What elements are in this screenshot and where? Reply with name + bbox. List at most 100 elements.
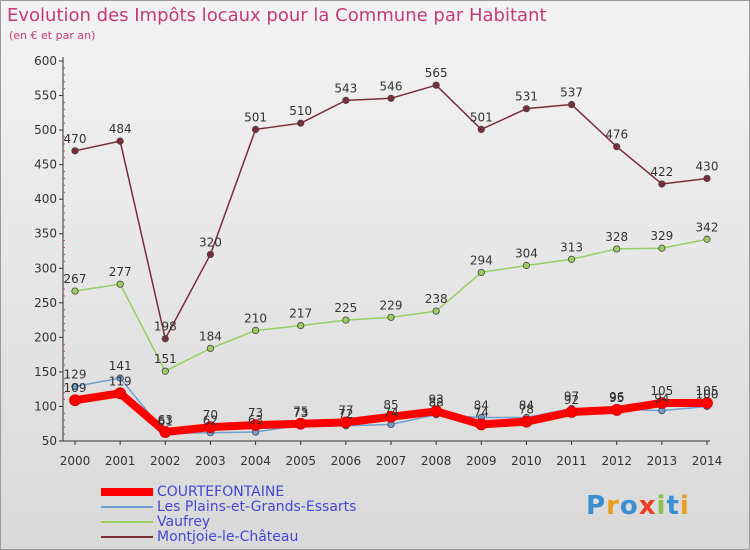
data-point [658, 180, 666, 188]
data-label: 565 [425, 66, 448, 80]
x-tick-label: 2009 [466, 454, 497, 468]
legend-label: Vaufrey [157, 514, 211, 530]
data-point [294, 417, 307, 430]
data-point [114, 387, 127, 400]
data-point [116, 137, 124, 145]
data-label: 501 [244, 110, 267, 124]
data-label: 88 [429, 396, 444, 410]
data-label: 328 [605, 230, 628, 244]
x-tick-label: 2000 [60, 454, 91, 468]
legend-swatch [101, 488, 153, 496]
data-point [159, 426, 172, 438]
data-label: 73 [293, 406, 308, 420]
data-point [432, 307, 440, 315]
legend-label: Montjoie-le-Château [157, 529, 299, 545]
y-tick-label: 550 [34, 89, 57, 103]
data-label: 229 [380, 298, 403, 312]
data-label: 476 [605, 128, 628, 142]
x-tick-label: 2007 [376, 454, 407, 468]
data-point [477, 125, 485, 133]
data-label: 141 [109, 359, 132, 373]
data-point [703, 174, 711, 183]
logo-letter: o [619, 491, 639, 521]
data-label: 84 [519, 399, 534, 413]
data-label: 95 [609, 391, 624, 405]
data-point [251, 125, 260, 133]
x-tick-label: 2013 [647, 454, 678, 468]
data-label: 100 [696, 387, 719, 401]
data-label: 94 [654, 392, 669, 406]
x-tick-label: 2010 [511, 454, 542, 468]
data-point [342, 96, 350, 104]
data-label: 304 [515, 247, 538, 261]
data-point [567, 255, 576, 263]
data-point [69, 394, 81, 407]
x-tick-label: 2003 [195, 454, 226, 468]
data-point [613, 143, 621, 151]
data-point [703, 235, 711, 243]
y-tick-label: 350 [34, 227, 57, 241]
data-label: 342 [696, 220, 719, 234]
data-label: 531 [515, 90, 538, 104]
legend-swatch [101, 506, 153, 508]
data-point [655, 397, 668, 409]
logo-letter: t [666, 491, 680, 521]
data-label: 77 [338, 403, 353, 417]
chart-title: Evolution des Impôts locaux pour la Comm… [7, 5, 547, 26]
logo-letter: r [606, 491, 620, 521]
logo-letter: x [638, 491, 657, 521]
data-point [116, 374, 124, 382]
data-point [297, 322, 305, 330]
data-label: 184 [199, 329, 222, 343]
data-label: 501 [470, 110, 493, 124]
data-label: 63 [158, 413, 173, 427]
x-tick-label: 2008 [421, 454, 452, 468]
data-point [249, 419, 262, 432]
data-label: 320 [199, 235, 222, 249]
legend-label: COURTEFONTAINE [157, 484, 285, 500]
data-label: 217 [289, 307, 312, 321]
x-tick-label: 2012 [601, 454, 632, 468]
x-tick-label: 2001 [105, 454, 136, 468]
data-label: 210 [244, 311, 267, 325]
data-point [206, 250, 215, 259]
data-point [161, 367, 169, 375]
data-point [701, 397, 713, 409]
chart-subtitle: (en € et par an) [9, 29, 96, 42]
data-label: 470 [64, 132, 87, 146]
logo-letter: i [679, 491, 690, 521]
y-tick-label: 150 [34, 365, 57, 379]
data-label: 97 [564, 390, 579, 404]
data-point [565, 406, 578, 418]
data-point [251, 326, 260, 335]
data-label: 225 [334, 301, 357, 315]
data-label: 78 [519, 403, 534, 417]
data-point [430, 405, 443, 418]
data-label: 75 [293, 405, 308, 419]
data-point [658, 244, 666, 252]
data-label: 313 [560, 240, 583, 254]
data-label: 62 [203, 414, 218, 428]
data-label: 74 [474, 405, 489, 419]
data-label: 119 [109, 374, 132, 388]
data-point [71, 382, 79, 391]
data-point [522, 105, 531, 113]
data-label: 294 [470, 253, 493, 267]
y-tick-label: 50 [42, 434, 57, 448]
y-tick-label: 200 [34, 330, 57, 344]
data-point [116, 280, 124, 288]
data-point [522, 261, 531, 270]
x-tick-label: 2002 [150, 454, 181, 468]
data-label: 546 [380, 79, 403, 93]
data-label: 85 [383, 398, 398, 412]
data-point [385, 410, 397, 423]
data-label: 72 [338, 407, 353, 421]
x-tick-label: 2006 [331, 454, 362, 468]
data-point [161, 335, 169, 343]
data-label: 430 [696, 159, 719, 173]
x-tick-label: 2004 [240, 454, 271, 468]
x-tick-label: 2005 [285, 454, 316, 468]
data-label: 63 [248, 413, 263, 427]
data-point [387, 94, 395, 102]
